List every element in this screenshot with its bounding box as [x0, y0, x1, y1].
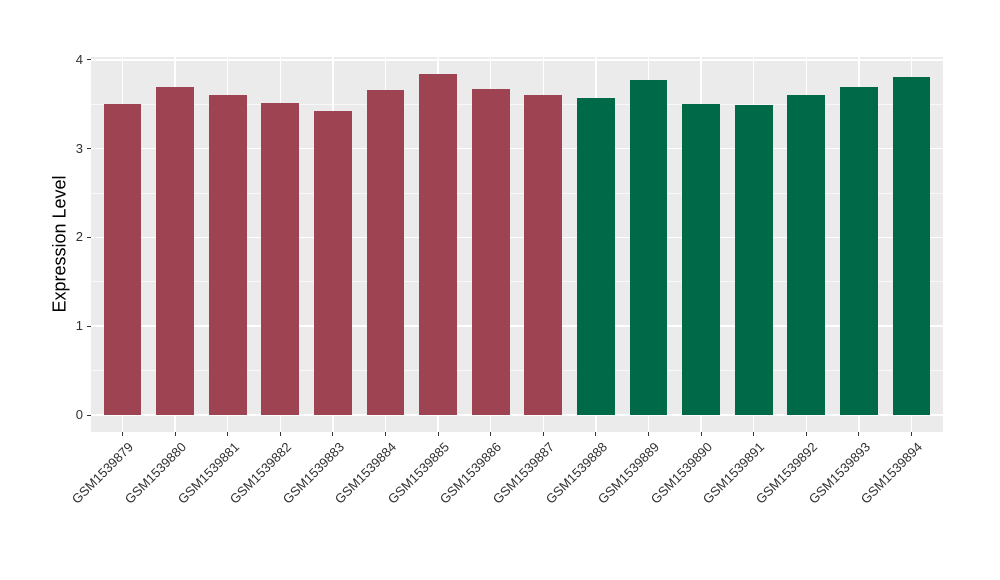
gridline-major: [91, 147, 943, 150]
gridline-minor: [91, 192, 943, 194]
x-tick: [490, 432, 492, 436]
x-tick: [910, 432, 912, 436]
bar: [892, 76, 931, 415]
bar: [419, 74, 458, 415]
x-tick: [437, 432, 439, 436]
x-tick: [700, 432, 702, 436]
bar: [313, 111, 352, 415]
bar: [524, 95, 563, 415]
x-tick: [332, 432, 334, 436]
bar: [734, 105, 773, 415]
gridline-minor: [91, 370, 943, 372]
gridline-minor: [91, 103, 943, 105]
x-tick: [174, 432, 176, 436]
gridline-major: [91, 325, 943, 327]
bar: [208, 94, 247, 415]
y-tick-label: 4: [75, 51, 83, 67]
x-tick: [858, 432, 860, 436]
gridline-major: [91, 236, 943, 239]
plot-panel: [91, 57, 943, 432]
y-tick: [87, 325, 91, 327]
x-tick: [542, 432, 544, 436]
y-tick: [87, 59, 91, 61]
x-tick: [647, 432, 649, 436]
y-tick: [87, 414, 91, 416]
bar: [629, 80, 668, 415]
x-tick: [385, 432, 387, 436]
bar: [839, 87, 878, 415]
gridline-major: [91, 414, 943, 416]
bar: [366, 90, 405, 415]
y-tick: [87, 148, 91, 150]
x-tick: [279, 432, 281, 436]
bar: [576, 98, 615, 415]
gridline-major: [91, 59, 943, 61]
bar: [156, 87, 195, 415]
y-tick-label: 1: [75, 318, 83, 334]
bar: [682, 104, 720, 415]
bar: [471, 89, 510, 415]
bar: [787, 95, 826, 415]
x-tick: [805, 432, 807, 436]
y-tick-label: 3: [75, 140, 83, 156]
bar: [261, 102, 300, 415]
bar: [103, 104, 142, 415]
y-tick-label: 2: [75, 229, 83, 245]
x-tick: [753, 432, 755, 436]
x-tick: [122, 432, 124, 436]
gridline-minor: [91, 281, 943, 283]
y-tick: [87, 236, 91, 238]
x-tick: [227, 432, 229, 436]
x-tick: [595, 432, 597, 436]
y-tick-label: 0: [75, 407, 83, 422]
